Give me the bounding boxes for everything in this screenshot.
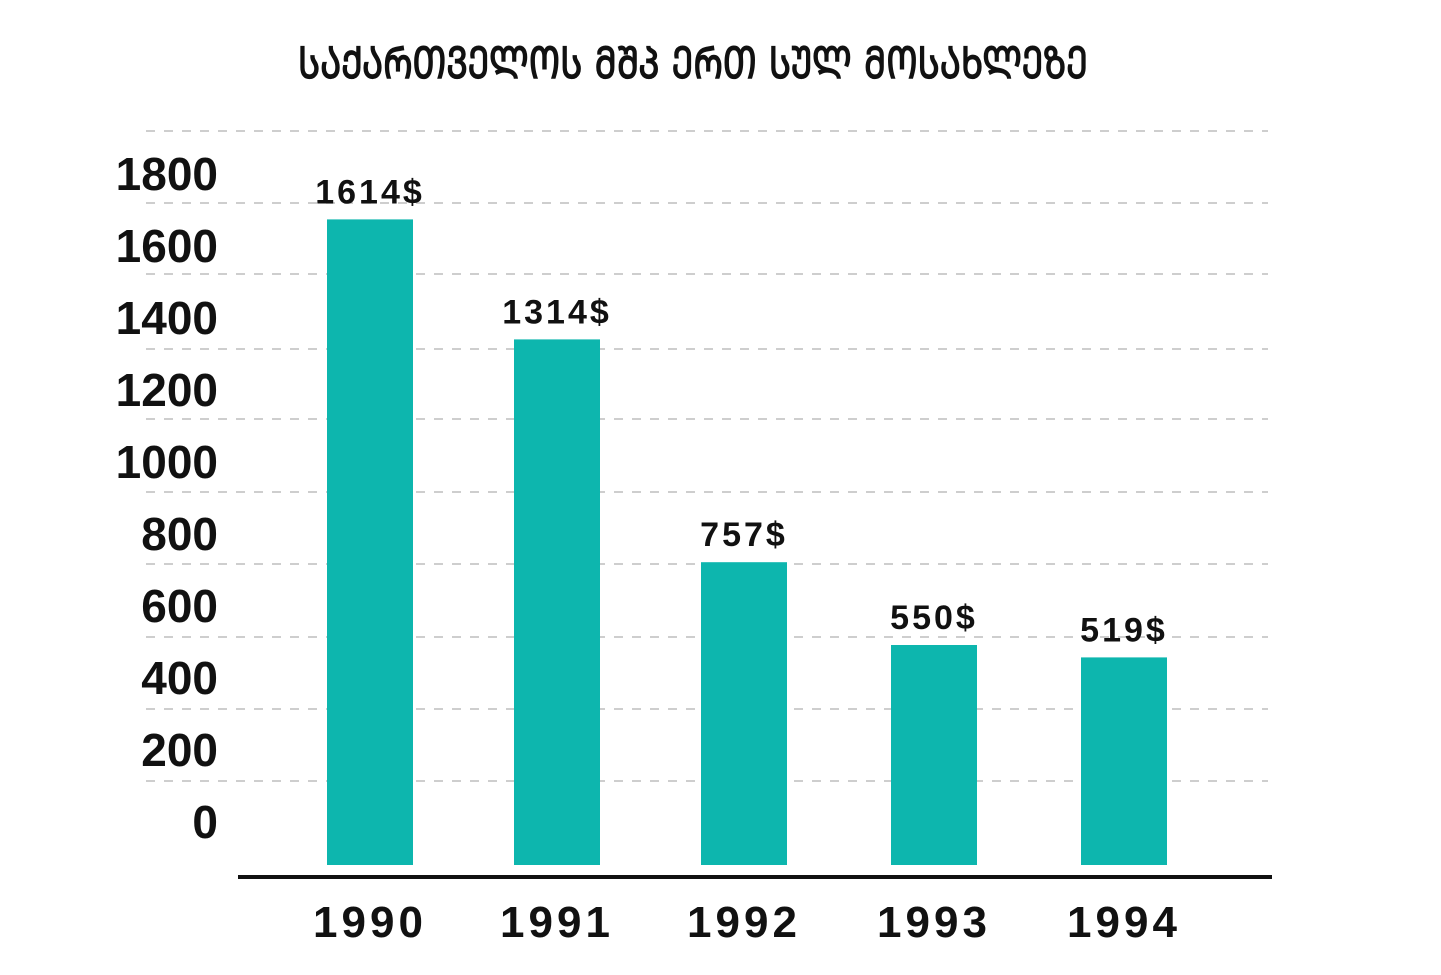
y-tick-label: 600 (141, 580, 218, 632)
bar-value-label: 519$ (1080, 611, 1168, 649)
bars (327, 219, 1167, 865)
x-tick-label: 1991 (500, 898, 614, 947)
x-axis-ticks: 1990 1991 1992 1993 1994 (313, 898, 1181, 947)
bar (891, 645, 977, 865)
y-tick-label: 400 (141, 652, 218, 704)
bar-value-label: 1614$ (315, 173, 425, 211)
x-tick-label: 1992 (687, 898, 801, 947)
chart-title: ᲡᲐᲥᲐᲠᲗᲕᲔᲚᲝᲡ ᲛᲨᲞ ᲔᲠᲗ ᲡᲣᲚ ᲛᲝᲡᲐᲮᲚᲔᲖᲔ (298, 38, 1088, 89)
y-tick-label: 1200 (116, 364, 218, 416)
y-tick-label: 1800 (116, 148, 218, 200)
y-tick-label: 1600 (116, 220, 218, 272)
x-tick-label: 1994 (1067, 898, 1181, 947)
bar (1081, 657, 1167, 865)
y-tick-label: 1000 (116, 436, 218, 488)
bar-value-label: 757$ (700, 516, 788, 554)
y-tick-label: 200 (141, 724, 218, 776)
bar-value-label: 1314$ (502, 293, 612, 331)
bar (514, 339, 600, 865)
y-tick-label: 1400 (116, 292, 218, 344)
bar-value-label: 550$ (890, 599, 978, 637)
bar (327, 219, 413, 865)
y-tick-label: 800 (141, 508, 218, 560)
x-tick-label: 1993 (877, 898, 991, 947)
bar (701, 562, 787, 865)
y-axis-ticks: 0 200 400 600 800 1000 1200 1400 1600 1800 (116, 148, 218, 848)
y-tick-label: 0 (192, 796, 218, 848)
bar-labels: 1614$ 1314$ 757$ 550$ 519$ (315, 173, 1168, 649)
x-tick-label: 1990 (313, 898, 427, 947)
